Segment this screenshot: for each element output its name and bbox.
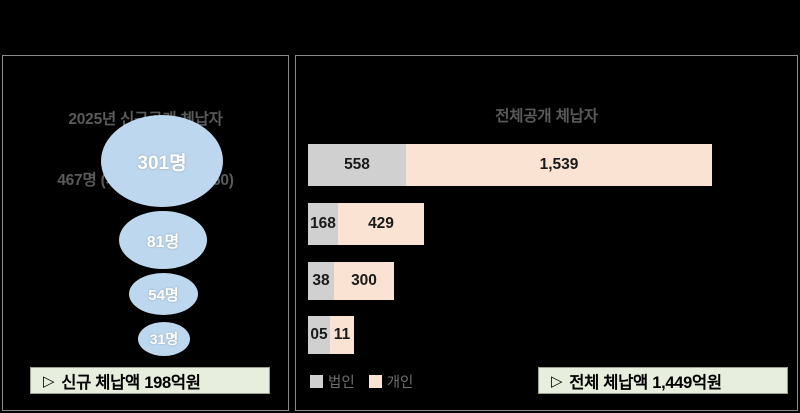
bar-segment-label: 429 (368, 215, 394, 232)
bar-segment-indiv: 11 (330, 316, 354, 354)
bar-segment-label: 168 (310, 215, 336, 232)
bar-segment-label: 300 (351, 272, 377, 289)
bar-segment-label: 38 (312, 272, 330, 289)
bubble-label: 31명 (149, 331, 179, 347)
bubble-label: 301명 (137, 152, 187, 174)
bubble-item: 81명 (119, 211, 207, 269)
right-summary-banner-text: 전체 체납액 1,449억원 (569, 373, 722, 392)
right-panel: 전체공개 체납자 3,348명 (개인 2,379, 법인 969) 558 1… (295, 55, 798, 411)
bar-segment-corp: 558 (308, 144, 406, 186)
bar-segment-indiv: 429 (338, 203, 424, 245)
bubble-item: 301명 (101, 115, 223, 207)
right-panel-title-line1: 전체공개 체납자 (495, 107, 598, 125)
bar-segment-label: 05 (310, 326, 328, 343)
bar-segment-label: 11 (333, 326, 351, 343)
stacked-bar-row: 05 11 (308, 316, 354, 354)
left-panel: 2025년 신규공개 체납자 467명 (개인 307, 법인 160) 301… (2, 55, 289, 411)
legend-item-indiv: 개인 (368, 371, 414, 392)
bar-segment-label: 558 (344, 156, 370, 173)
bubble-label: 54명 (148, 286, 179, 304)
bar-segment-corp: 168 (308, 203, 338, 245)
legend: 법인 개인 (310, 371, 413, 392)
triangle-right-icon: ▷ (43, 372, 55, 390)
bar-segment-corp: 05 (308, 316, 330, 354)
stacked-bar-row: 558 1,539 (308, 144, 712, 186)
bar-segment-indiv: 1,539 (406, 144, 712, 186)
bar-segment-indiv: 300 (334, 262, 394, 300)
legend-swatch-indiv-icon (368, 375, 382, 388)
bar-segment-label: 1,539 (539, 156, 579, 173)
legend-label: 법인 (328, 375, 355, 391)
bubble-label: 81명 (146, 234, 180, 251)
stacked-bar-row: 38 300 (308, 262, 394, 300)
legend-label: 개인 (386, 375, 414, 391)
bar-segment-corp: 38 (308, 262, 334, 300)
right-summary-banner: ▷ 전체 체납액 1,449억원 (538, 367, 788, 394)
left-summary-banner: ▷ 신규 체납액 198억원 (30, 367, 270, 394)
legend-swatch-corp-icon (310, 375, 323, 388)
stacked-bar-row: 168 429 (308, 203, 424, 245)
bubble-item: 54명 (129, 273, 198, 315)
bubble-item: 31명 (138, 322, 190, 356)
triangle-right-icon: ▷ (551, 372, 563, 390)
legend-item-corp: 법인 (310, 371, 355, 392)
left-summary-banner-text: 신규 체납액 198억원 (61, 373, 201, 392)
